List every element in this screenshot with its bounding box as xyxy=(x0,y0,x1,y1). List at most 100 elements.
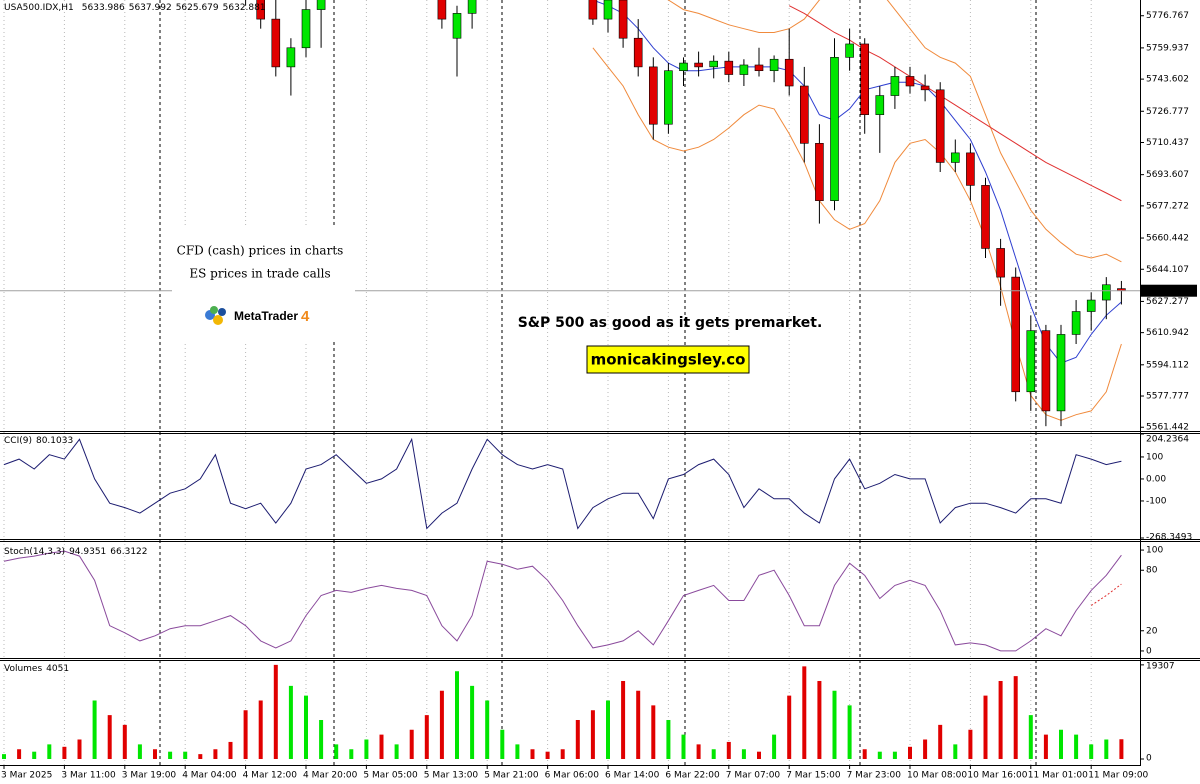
volumes-value: 4051 xyxy=(46,664,69,674)
y-tick-label: 5660.442 xyxy=(1146,234,1189,244)
volume-bar xyxy=(2,754,6,759)
volume-bar xyxy=(741,749,746,759)
x-tick-label: 5 Mar 13:00 xyxy=(424,771,479,781)
y-tick-label: 5577.777 xyxy=(1146,392,1189,402)
y-tick-label: 100 xyxy=(1146,546,1163,556)
y-tick-label: 0 xyxy=(1146,646,1152,656)
volume-bar xyxy=(198,754,203,759)
y-tick-label: 204.2364 xyxy=(1146,435,1189,445)
volume-bar xyxy=(17,749,22,759)
candle-body xyxy=(286,47,296,68)
volume-bar xyxy=(696,744,701,759)
candle-body xyxy=(935,89,945,163)
indicator-line xyxy=(3,550,1122,652)
stoch-title: Stoch(14,3,3) xyxy=(4,547,65,557)
x-tick-label: 10 Mar 08:00 xyxy=(907,771,967,781)
volume-bar xyxy=(213,749,218,759)
cci-title: CCI(9) xyxy=(4,436,32,446)
site-name: monicakingsley.co xyxy=(591,351,746,369)
volume-bar xyxy=(892,751,897,759)
candle-body xyxy=(588,0,598,20)
volume-bar xyxy=(711,749,716,759)
candle-body xyxy=(996,248,1005,278)
x-tick-label: 4 Mar 20:00 xyxy=(303,771,358,781)
price-label: 5632.881 xyxy=(1146,286,1189,296)
x-tick-label: 7 Mar 23:00 xyxy=(847,771,902,781)
volume-bar xyxy=(575,719,580,759)
volume-bar xyxy=(998,680,1003,759)
volume-bar xyxy=(590,710,595,759)
candle-body xyxy=(694,62,703,68)
y-tick-label: -268.3493 xyxy=(1146,533,1192,543)
y-tick-label: 5710.437 xyxy=(1146,138,1189,148)
overlay-line xyxy=(667,0,1122,263)
volume-bar xyxy=(107,715,112,759)
volume-bar xyxy=(802,666,807,759)
logo-icon xyxy=(218,308,226,316)
x-tick-label: 6 Mar 22:00 xyxy=(665,771,720,781)
cci-header: CCI(9) 80.1033 xyxy=(4,436,73,446)
y-tick-label: 19307 xyxy=(1146,662,1175,672)
volume-bar xyxy=(153,749,157,759)
y-tick-label: 5610.942 xyxy=(1146,328,1189,338)
volume-bar xyxy=(137,744,142,759)
candle-body xyxy=(905,76,915,87)
volume-bar xyxy=(530,749,535,759)
volume-bar xyxy=(636,690,641,759)
volume-bar xyxy=(122,724,127,759)
volume-bar xyxy=(847,705,852,759)
x-tick-label: 7 Mar 07:00 xyxy=(726,771,781,781)
volume-bar xyxy=(1028,715,1033,759)
volume-bar xyxy=(334,744,339,759)
y-tick-label: 20 xyxy=(1146,626,1158,636)
volume-bar xyxy=(515,744,520,759)
y-tick-label: 5627.277 xyxy=(1146,297,1189,307)
volume-bar xyxy=(923,739,928,759)
volume-bar xyxy=(92,700,97,759)
x-tick-label: 4 Mar 04:00 xyxy=(182,771,237,781)
y-tick-label: 5677.272 xyxy=(1146,201,1189,211)
candle-body xyxy=(1102,284,1111,301)
period-separators xyxy=(159,0,1037,765)
x-tick-label: 11 Mar 09:00 xyxy=(1088,771,1148,781)
y-tick-label: -100 xyxy=(1146,496,1167,506)
volume-bar xyxy=(877,751,882,759)
x-tick-label: 3 Mar 11:00 xyxy=(61,771,116,781)
x-tick-label: 7 Mar 15:00 xyxy=(786,771,841,781)
volume-bar xyxy=(319,719,324,759)
volume-bar xyxy=(862,749,867,759)
candle-body xyxy=(1026,330,1036,393)
volume-bar xyxy=(364,739,369,759)
volume-bar xyxy=(288,685,293,759)
candle-body xyxy=(981,185,990,249)
candle-body xyxy=(1041,330,1051,412)
site-box xyxy=(586,345,750,374)
volume-bar xyxy=(394,744,399,759)
candle-body xyxy=(920,85,930,91)
open: 5633.986 xyxy=(82,3,125,13)
candle-body xyxy=(271,18,281,68)
volume-bar xyxy=(787,695,792,759)
candle-body xyxy=(966,152,975,186)
volume-bar xyxy=(681,734,686,759)
candle-body xyxy=(618,0,628,39)
volume-bar xyxy=(560,749,565,759)
y-tick-label: 0 xyxy=(1146,754,1152,764)
y-tick-label: 100 xyxy=(1146,452,1163,462)
note: ES prices in trade calls xyxy=(189,267,330,281)
candle-body xyxy=(815,143,824,201)
volume-bar xyxy=(470,685,475,759)
x-tick-label: 4 Mar 12:00 xyxy=(243,771,298,781)
candle-body xyxy=(648,66,658,125)
volume-bar xyxy=(485,700,490,759)
volume-bar xyxy=(651,705,656,759)
candle-body xyxy=(256,0,266,20)
low: 5625.679 xyxy=(176,3,219,13)
x-tick-label: 5 Mar 21:00 xyxy=(484,771,539,781)
volume-bar xyxy=(379,734,384,759)
logo-version: 4 xyxy=(301,308,310,325)
volume-bar xyxy=(349,749,354,759)
frame xyxy=(0,0,1200,766)
